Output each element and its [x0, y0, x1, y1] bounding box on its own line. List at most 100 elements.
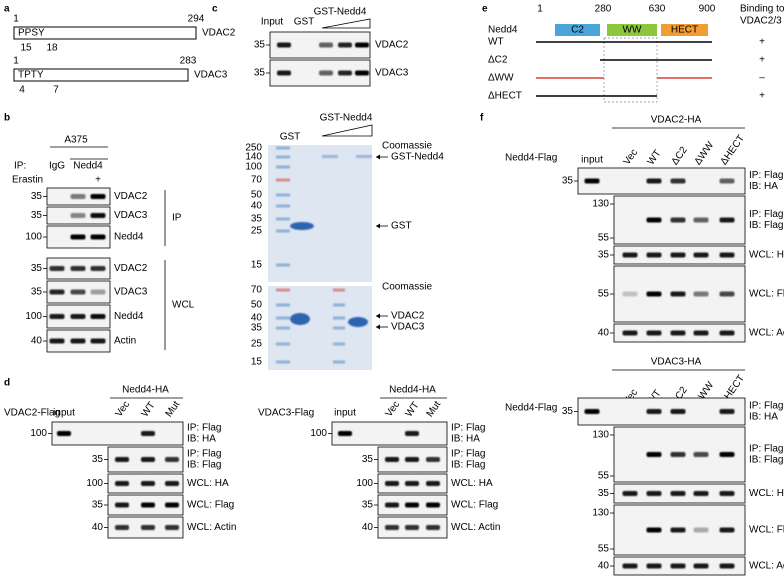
band	[90, 338, 106, 344]
label: WW	[623, 25, 642, 36]
label: VDAC3-HA	[651, 357, 702, 368]
band	[141, 525, 155, 530]
lane-label: WT	[404, 400, 422, 419]
label: WT	[488, 37, 504, 48]
band	[70, 338, 86, 344]
label: GST	[280, 132, 301, 143]
size-marker: 40	[598, 328, 610, 339]
band	[70, 266, 86, 271]
lane-label: WT	[646, 148, 664, 167]
panel-letter: c	[212, 4, 218, 15]
band	[670, 178, 686, 184]
band	[338, 431, 352, 436]
size-marker: 40	[92, 522, 104, 533]
row-label: IP: Flag	[749, 170, 783, 181]
label: input	[334, 408, 356, 419]
ladder-band	[276, 178, 290, 182]
label: GST-Nedd4	[314, 7, 367, 18]
lane-label: ΔHECT	[719, 133, 747, 167]
band	[49, 289, 65, 295]
band	[719, 217, 735, 223]
arrow-head	[376, 223, 380, 229]
ladder-band	[276, 204, 290, 208]
size-marker: 55	[598, 471, 610, 482]
band	[719, 491, 735, 496]
row-label: IP: Flag	[187, 423, 221, 434]
label: Coomassie	[382, 282, 432, 293]
size-marker: 35	[598, 488, 610, 499]
panel-letter: e	[482, 4, 488, 15]
band	[719, 330, 735, 336]
band	[622, 291, 638, 297]
label: VDAC3	[391, 322, 425, 333]
band	[693, 217, 709, 223]
row-label: IB: HA	[187, 434, 216, 445]
label: VDAC2	[202, 28, 236, 39]
label: ΔWW	[488, 73, 514, 84]
row-label: Actin	[114, 336, 136, 347]
domain	[555, 24, 600, 36]
label: 18	[46, 43, 58, 54]
row-label: WCL: Actin	[749, 328, 784, 339]
band	[693, 330, 709, 336]
label: Binding to	[740, 4, 784, 15]
size-marker: 25	[251, 226, 263, 237]
size-marker: 100	[245, 162, 262, 173]
label: 15	[20, 43, 32, 54]
label: VDAC2	[391, 311, 425, 322]
row-label: VDAC2	[375, 40, 409, 51]
gel-band	[356, 155, 372, 158]
ladder-band	[276, 263, 290, 267]
label: Erastin	[12, 175, 43, 186]
row-label: IB: HA	[749, 412, 778, 423]
size-marker: 35	[251, 323, 263, 334]
band	[355, 70, 369, 76]
label: Nedd4-Flag	[505, 153, 557, 164]
band	[584, 178, 600, 184]
ladder-band	[276, 155, 290, 159]
band	[90, 213, 106, 218]
lane-label: Vec	[622, 147, 641, 167]
ladder-band	[276, 165, 290, 169]
row-label: WCL: Flag	[749, 525, 784, 536]
label: input	[53, 408, 75, 419]
size-marker: 50	[251, 300, 263, 311]
size-marker: 140	[245, 152, 262, 163]
band	[115, 457, 129, 462]
band	[141, 457, 155, 462]
band	[405, 525, 419, 530]
band	[319, 42, 333, 48]
band	[646, 409, 662, 414]
band	[405, 457, 419, 462]
label: Coomassie	[382, 141, 432, 152]
arrow-head	[376, 324, 380, 330]
row-label: IB: Flag	[749, 220, 783, 231]
size-marker: 55	[598, 233, 610, 244]
label: GST-Nedd4	[320, 113, 373, 124]
row-label: VDAC3	[114, 287, 148, 298]
label: PPSY	[18, 28, 45, 39]
band	[646, 291, 662, 297]
band	[70, 314, 86, 319]
band	[90, 314, 106, 319]
label: TPTY	[18, 70, 44, 81]
label: +	[759, 55, 765, 66]
band	[165, 481, 179, 486]
ladder-band	[276, 360, 290, 364]
arrow-head	[376, 313, 380, 319]
label: 900	[699, 4, 716, 15]
ladder-band	[276, 146, 290, 150]
label: 280	[595, 4, 612, 15]
band	[165, 457, 179, 462]
size-marker: 100	[30, 428, 47, 439]
label: 294	[188, 14, 205, 25]
band	[405, 502, 419, 508]
arrow-head	[376, 154, 380, 160]
band	[385, 502, 399, 508]
ladder-band	[333, 326, 345, 330]
band	[693, 527, 709, 533]
label: VDAC2/3	[740, 16, 782, 27]
band	[646, 491, 662, 496]
gel-band	[322, 155, 338, 158]
